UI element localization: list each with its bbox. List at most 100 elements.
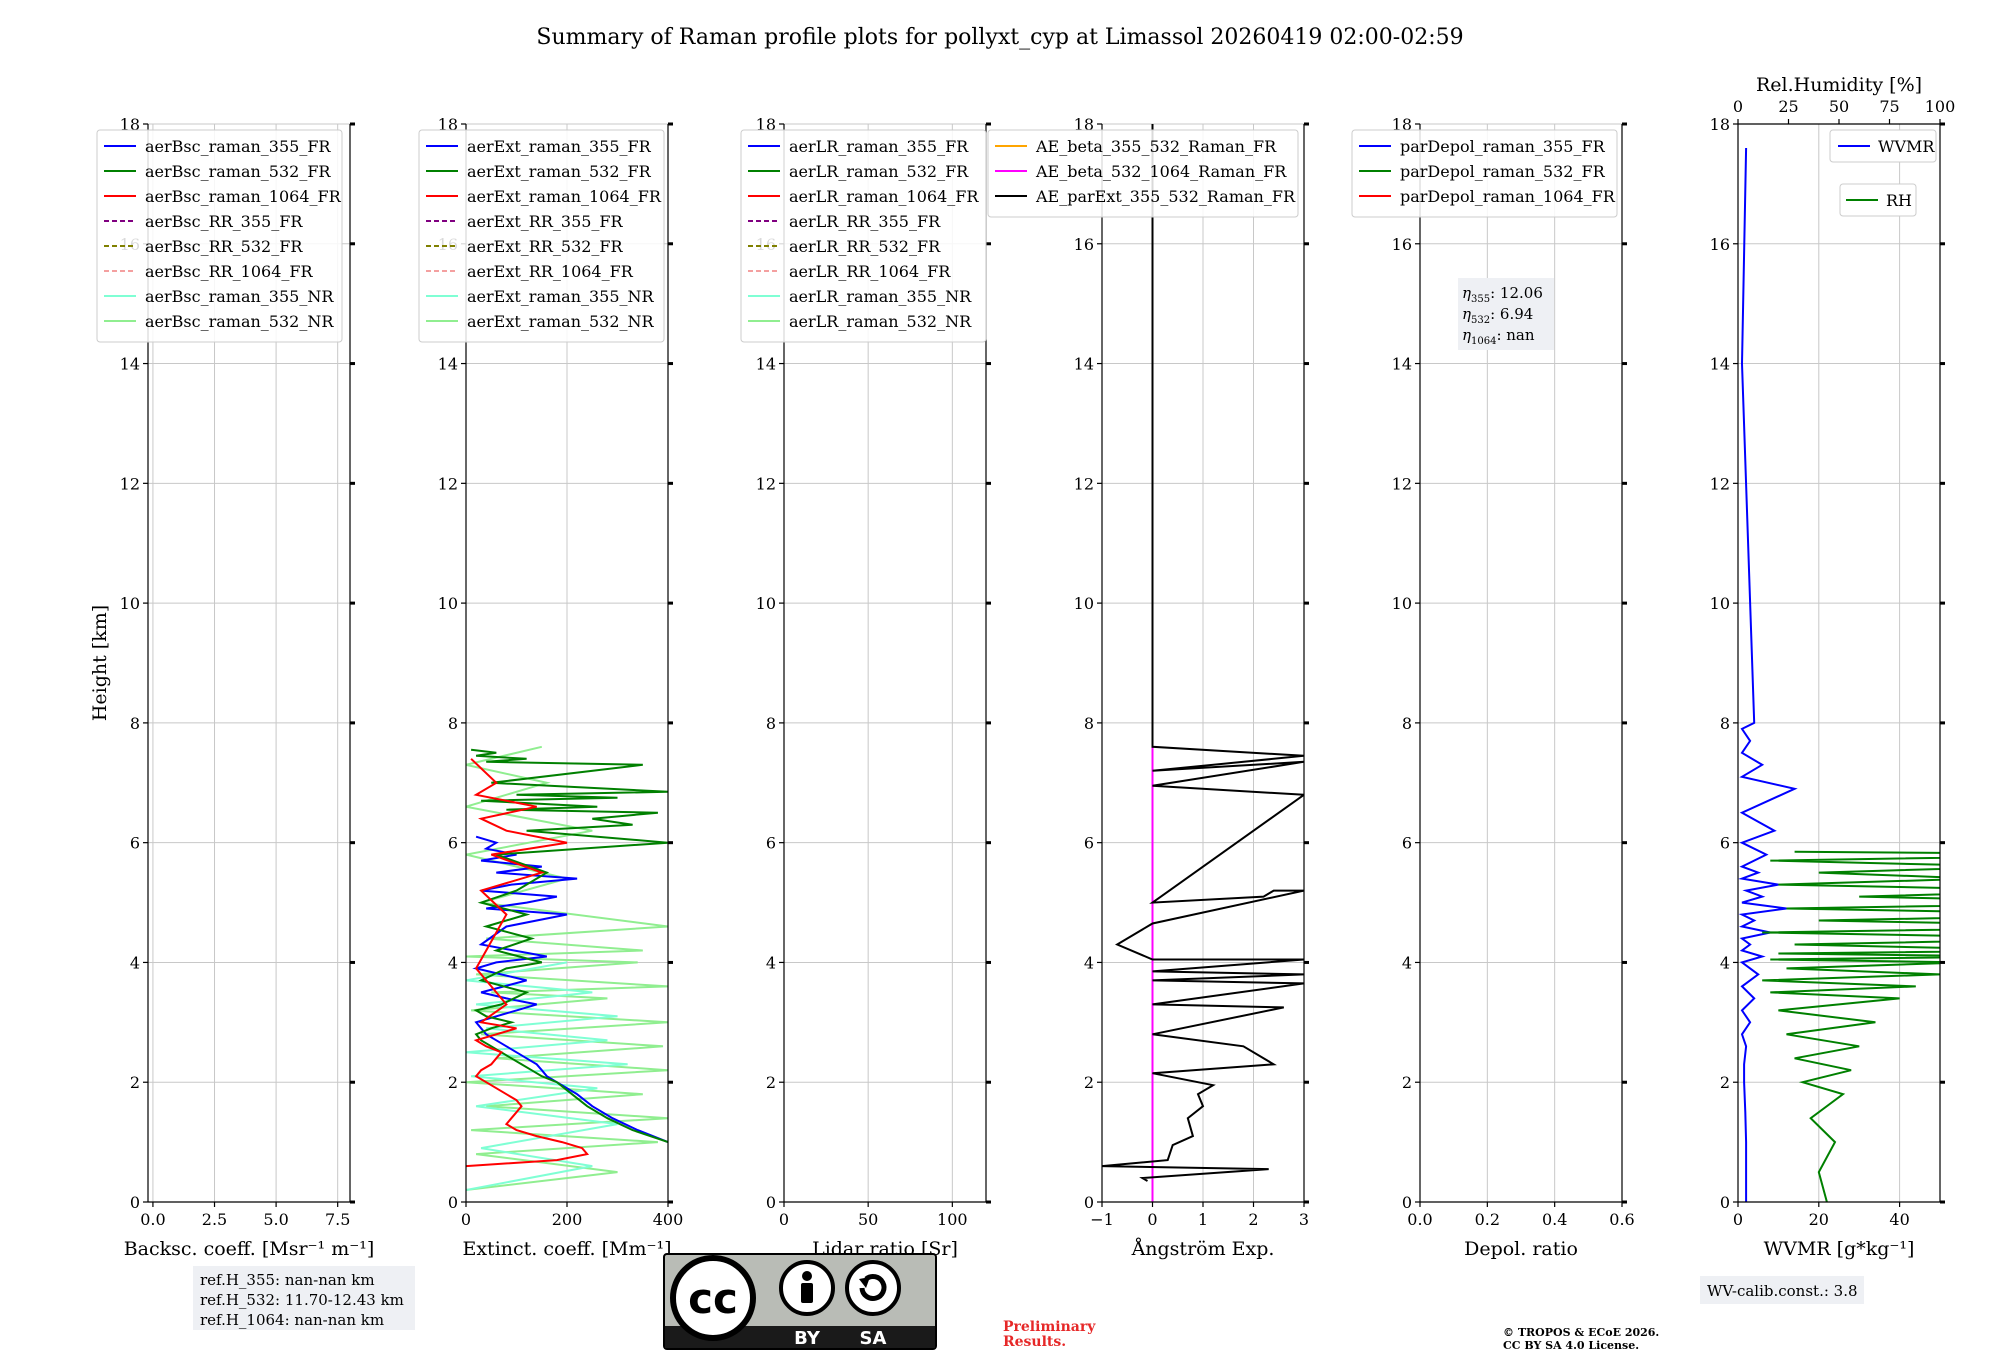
series-line-WVMR <box>1738 147 1798 1202</box>
series-line-aerExt_raman_1064_FR <box>466 758 590 1168</box>
by-icon-body <box>801 1283 813 1303</box>
y-tick-label: 0 <box>1084 1193 1094 1212</box>
x-tick-label: 0 <box>1733 1210 1743 1229</box>
eta-532: η532: 6.94 <box>1462 305 1533 326</box>
panel-lidar_ratio: 024681012141618050100Lidar ratio [Sr]aer… <box>740 115 991 1260</box>
y-tick-label: 8 <box>130 714 140 733</box>
top-x-tick-label: 50 <box>1829 97 1849 116</box>
top-x-tick-label: 75 <box>1879 97 1899 116</box>
x-tick-label: 0.4 <box>1542 1210 1567 1229</box>
y-tick-label: 10 <box>1710 594 1730 613</box>
legend-frame <box>96 129 343 343</box>
y-tick-label: 4 <box>1402 953 1412 972</box>
y-tick-label: 2 <box>766 1073 776 1092</box>
legend: aerBsc_raman_355_FR aerBsc_raman_532_FRae… <box>96 129 343 343</box>
x-tick-label: 200 <box>552 1210 583 1229</box>
y-tick-label: 14 <box>120 355 140 374</box>
top-x-tick-label: 0 <box>1733 97 1743 116</box>
x-tick-label: 40 <box>1889 1210 1909 1229</box>
eta-background <box>1458 278 1554 350</box>
top-x-tick-label: 100 <box>1925 97 1956 116</box>
eta-subscript: 1064 <box>1471 336 1496 347</box>
y-tick-label: 16 <box>1074 235 1094 254</box>
legend-label: aerLR_raman_532_FR <box>789 162 969 181</box>
legend-label: aerBsc_RR_1064_FR <box>145 262 314 281</box>
sa-icon <box>845 1260 901 1316</box>
y-tick-label: 14 <box>1392 355 1412 374</box>
y-tick-label: 14 <box>756 355 776 374</box>
y-tick-label: 4 <box>130 953 140 972</box>
y-tick-label: 6 <box>1720 834 1730 853</box>
y-tick-label: 6 <box>1402 834 1412 853</box>
y-tick-label: 10 <box>120 594 140 613</box>
legend-label: aerLR_raman_355_FR <box>789 137 969 156</box>
legend-frame <box>987 129 1299 218</box>
y-tick-label: 4 <box>766 953 776 972</box>
y-tick-label: 2 <box>130 1073 140 1092</box>
series-group <box>466 745 668 1191</box>
ref-heights-box: ref.H_355: nan-nan km ref.H_532: 11.70-1… <box>193 1266 415 1330</box>
y-tick-label: 2 <box>448 1073 458 1092</box>
legend-label: aerExt_RR_532_FR <box>467 237 624 256</box>
by-label: BY <box>794 1328 821 1349</box>
legend-label: aerExt_raman_355_FR <box>467 137 652 156</box>
legend-label: aerExt_raman_1064_FR <box>467 187 662 206</box>
y-tick-label: 4 <box>1720 953 1730 972</box>
eta-symbol: η <box>1462 284 1471 302</box>
legend-wvmr: WVMR <box>1829 129 1937 163</box>
legend-frame <box>1829 129 1937 163</box>
legend-label: aerLR_raman_1064_FR <box>789 187 979 206</box>
legend-label: WVMR <box>1878 137 1935 156</box>
cc-circle <box>670 1255 756 1341</box>
legend-label: RH <box>1886 191 1912 210</box>
series-line-aerExt_raman_355_FR <box>472 835 668 1144</box>
y-tick-label: 14 <box>1710 355 1730 374</box>
copyright-line2: CC BY SA 4.0 License. <box>1503 1339 1639 1352</box>
y-tick-label: 0 <box>448 1193 458 1212</box>
y-tick-label: 12 <box>120 474 140 493</box>
x-axis-label: Backsc. coeff. [Msr⁻¹ m⁻¹] <box>124 1238 375 1260</box>
y-tick-label: 14 <box>438 355 458 374</box>
y-tick-label: 0 <box>1720 1193 1730 1212</box>
series-line-aerExt_raman_532_NR <box>466 745 668 1191</box>
y-tick-label: 10 <box>756 594 776 613</box>
y-tick-label: 16 <box>1710 235 1730 254</box>
series-line-AE_parExt_355_532_Raman_FR <box>1102 124 1304 1182</box>
sa-label: SA <box>860 1328 887 1349</box>
y-tick-label: 10 <box>1392 594 1412 613</box>
y-tick-label: 6 <box>130 834 140 853</box>
y-tick-label: 0 <box>766 1193 776 1212</box>
legend-label: aerBsc_raman_355_FR <box>145 137 331 156</box>
panel-depolarization: 0 2 4 6 8 10 12 14 16 18 0.0 0.2 0.4 0.6 Depol. ratio p… <box>1351 115 1635 1260</box>
top-x-tick-label: 25 <box>1778 97 1798 116</box>
x-tick-label: 1 <box>1198 1210 1208 1229</box>
y-tick-label: 18 <box>438 115 458 134</box>
series-group <box>1102 124 1304 1202</box>
legend-label: aerExt_raman_532_FR <box>467 162 652 181</box>
legend: aerLR_raman_355_FR aerLR_raman_532_FR aerL… <box>740 129 987 343</box>
x-axis-label: Ångström Exp. <box>1131 1238 1275 1260</box>
legend-label: aerLR_raman_532_NR <box>789 312 972 331</box>
legend-label: AE_beta_355_532_Raman_FR <box>1035 137 1277 156</box>
sa-icon-arrow <box>859 1274 887 1301</box>
cc-logo-text: cc <box>688 1274 738 1323</box>
x-tick-label: 100 <box>937 1210 968 1229</box>
x-axis-label: Extinct. coeff. [Mm⁻¹] <box>462 1238 671 1260</box>
legend-label: aerBsc_raman_532_NR <box>145 312 334 331</box>
legend-label: AE_beta_532_1064_Raman_FR <box>1035 162 1287 181</box>
preliminary-line2: Results. <box>1003 1334 1066 1350</box>
y-tick-label: 18 <box>1710 115 1730 134</box>
eta-value: : 12.06 <box>1490 284 1543 302</box>
x-axis-label: Depol. ratio <box>1464 1238 1578 1260</box>
y-tick-label: 8 <box>1084 714 1094 733</box>
legend-label: parDepol_raman_532_FR <box>1400 162 1606 181</box>
x-tick-label: −1 <box>1090 1210 1114 1229</box>
y-tick-label: 10 <box>1074 594 1094 613</box>
legend-label: aerBsc_raman_355_NR <box>145 287 334 306</box>
y-tick-label: 4 <box>1084 953 1094 972</box>
eta-355: η355: 12.06 <box>1462 284 1543 305</box>
